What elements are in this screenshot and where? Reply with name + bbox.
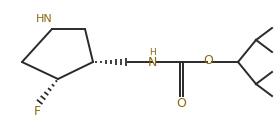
Text: O: O	[203, 55, 213, 67]
Text: O: O	[176, 97, 186, 110]
Text: F: F	[33, 105, 41, 118]
Text: HN: HN	[36, 14, 52, 24]
Text: H: H	[149, 48, 155, 57]
Text: N: N	[147, 56, 157, 68]
